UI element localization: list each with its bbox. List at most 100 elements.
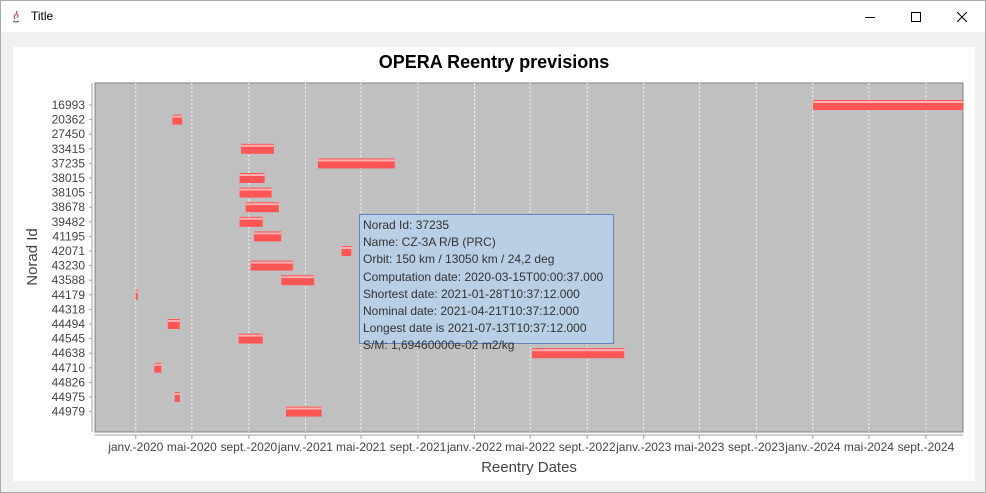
bar-33415[interactable]: [240, 143, 274, 154]
y-tick-label: 43588: [52, 273, 86, 287]
bar-44494[interactable]: [167, 319, 180, 329]
x-tick-label: janv.-2024: [784, 440, 840, 454]
bar-highlight: [174, 393, 180, 395]
bar-body: [135, 289, 138, 300]
bar-39482[interactable]: [239, 216, 263, 227]
y-tick-label: 44975: [52, 390, 86, 404]
bar-38105[interactable]: [239, 187, 272, 198]
minimize-button[interactable]: [847, 1, 893, 32]
content-area: OPERA Reentry previsions 16993 20362 27450…: [1, 32, 985, 492]
y-tick-label: 44494: [52, 317, 86, 331]
y-tick-label: 41195: [53, 229, 86, 243]
bar-43588[interactable]: [281, 275, 315, 286]
y-tick-label: 38678: [52, 200, 86, 214]
x-tick-label: sept.-2022: [559, 440, 616, 454]
bar-highlight: [154, 363, 162, 366]
bar-44545[interactable]: [238, 333, 263, 344]
x-tick-label: mai-2024: [844, 440, 894, 454]
close-button[interactable]: [939, 1, 985, 32]
chart-title: OPERA Reentry previsions: [379, 52, 609, 72]
bar-body: [317, 158, 395, 169]
tooltip-orbit: Orbit: 150 km / 13050 km / 24,2 deg: [363, 252, 555, 267]
y-tick-label: 42071: [52, 244, 86, 258]
bar-highlight: [167, 320, 180, 322]
bar-highlight: [285, 407, 322, 410]
y-tick-label: 44545: [52, 332, 86, 346]
tooltip-norad-id: Norad Id: 37235: [363, 218, 450, 232]
bar-body: [239, 187, 272, 198]
y-tick-label: 27450: [52, 127, 86, 141]
close-icon: [957, 11, 967, 22]
bar-body: [172, 114, 183, 125]
bar-42071[interactable]: [341, 246, 352, 256]
x-axis-label: Reentry Dates: [481, 459, 577, 476]
bar-highlight: [250, 261, 293, 264]
x-tick-label: mai-2023: [674, 440, 724, 454]
window-title: Title: [31, 9, 54, 23]
x-tick-label: janv.-2021: [277, 440, 333, 454]
tooltip-shortest-date: Shortest date: 2021-01-28T10:37:12.000: [363, 286, 580, 301]
y-tick-label: 44710: [52, 361, 86, 375]
bar-highlight: [239, 174, 265, 176]
minimize-icon: [865, 16, 875, 18]
x-tick-label: sept.-2024: [898, 440, 955, 454]
bar-20362[interactable]: [172, 114, 183, 125]
bar-body: [239, 216, 263, 227]
bar-highlight: [239, 217, 263, 220]
bar-highlight: [238, 334, 263, 337]
bar-body: [174, 392, 180, 402]
tooltip-longest-date: Longest date is 2021-07-13T10:37:12.000: [363, 321, 587, 336]
x-tick-label: sept.-2021: [390, 440, 447, 454]
java-app-icon: [10, 10, 22, 23]
x-tick-label: sept.-2023: [728, 440, 785, 454]
bar-37235[interactable]: [317, 158, 395, 169]
bar-highlight: [172, 115, 183, 118]
y-tick-label: 44179: [52, 288, 86, 302]
x-tick-label: mai-2021: [336, 440, 386, 454]
bar-41195[interactable]: [253, 231, 282, 242]
bar-44710[interactable]: [154, 362, 162, 373]
bar-body: [238, 333, 263, 344]
x-tick-label: janv.-2022: [446, 440, 502, 454]
y-tick-label: 44826: [52, 375, 86, 389]
maximize-icon: [911, 11, 921, 22]
bar-43230[interactable]: [250, 260, 293, 271]
x-tick-label: sept.-2020: [220, 440, 277, 454]
bar-16993[interactable]: [812, 100, 963, 110]
y-tick-label: 16993: [52, 98, 86, 112]
bar-highlight: [532, 349, 625, 352]
maximize-button[interactable]: [893, 1, 939, 32]
bar-highlight: [812, 101, 963, 103]
bar-44979[interactable]: [285, 406, 322, 417]
bar-highlight: [317, 159, 395, 162]
bar-body: [253, 231, 282, 242]
y-tick-label: 38015: [52, 171, 86, 185]
bar-body: [240, 143, 274, 154]
bar-highlight: [135, 290, 138, 293]
bar-44975[interactable]: [174, 392, 180, 402]
y-tick-label: 44638: [52, 346, 86, 360]
bar-38015[interactable]: [239, 173, 265, 183]
x-tick-label: janv.-2020: [107, 440, 163, 454]
bar-44179[interactable]: [135, 289, 138, 300]
bar-body: [239, 173, 265, 183]
bar-body: [154, 362, 162, 373]
bar-body: [285, 406, 322, 417]
bar-body: [532, 348, 625, 359]
bar-44638[interactable]: [532, 348, 625, 359]
bar-highlight: [239, 188, 272, 191]
tooltip-name: Name: CZ-3A R/B (PRC): [363, 235, 496, 250]
y-tick-label: 43230: [52, 259, 86, 273]
y-tick-label: 33415: [52, 142, 86, 156]
x-tick-label: mai-2022: [505, 440, 555, 454]
bar-body: [245, 202, 279, 213]
y-tick-label: 38105: [52, 186, 86, 200]
bar-38678[interactable]: [245, 202, 279, 213]
y-tick-label: 20362: [52, 113, 86, 127]
bar-highlight: [341, 247, 352, 249]
tooltip-sm: S/M: 1,69460000e-02 m2/kg: [363, 338, 515, 353]
x-tick-label: mai-2020: [167, 440, 217, 454]
bar-highlight: [281, 276, 315, 279]
title-bar[interactable]: Title: [1, 1, 985, 32]
